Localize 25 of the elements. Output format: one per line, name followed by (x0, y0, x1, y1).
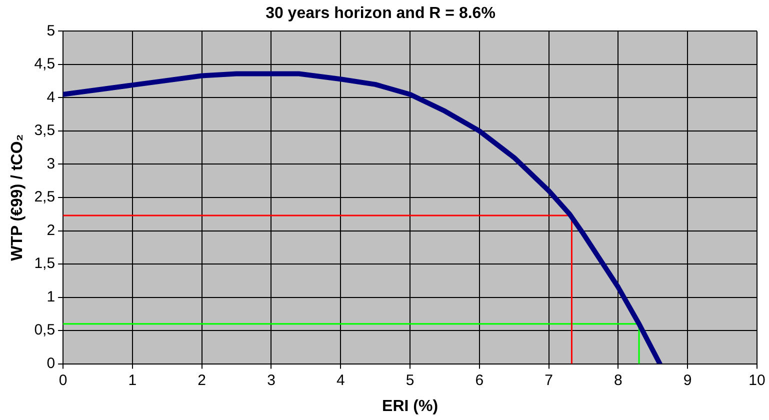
y-tick-label: 4,5 (34, 56, 56, 73)
x-tick-label: 2 (198, 372, 206, 389)
x-tick-label: 7 (544, 372, 553, 389)
y-tick-label: 0,5 (34, 322, 56, 339)
chart-title: 30 years horizon and R = 8.6% (266, 5, 496, 22)
x-axis-title: ERI (%) (382, 398, 438, 415)
x-tick-label: 9 (683, 372, 692, 389)
y-tick-label: 1 (46, 288, 56, 306)
x-tick-label: 6 (475, 372, 484, 389)
y-tick-label: 1,5 (34, 255, 56, 272)
x-tick-label: 10 (748, 372, 766, 389)
y-axis-title: WTP (€99) / tCO₂ (9, 134, 26, 261)
x-tick-label: 3 (267, 372, 276, 389)
x-tick-label: 5 (406, 372, 414, 389)
x-tick-label: 1 (128, 372, 137, 389)
x-tick-label: 4 (336, 372, 345, 389)
y-tick-label: 4 (46, 88, 56, 106)
y-tick-label: 2,5 (34, 188, 56, 206)
y-tick-label: 3,5 (34, 122, 56, 140)
x-tick-label: 0 (58, 372, 68, 389)
y-tick-label: 5 (46, 22, 56, 40)
y-tick-label: 3 (46, 155, 56, 172)
y-tick-label: 0 (46, 354, 56, 372)
y-tick-label: 2 (46, 222, 56, 239)
x-tick-label: 8 (614, 372, 622, 389)
